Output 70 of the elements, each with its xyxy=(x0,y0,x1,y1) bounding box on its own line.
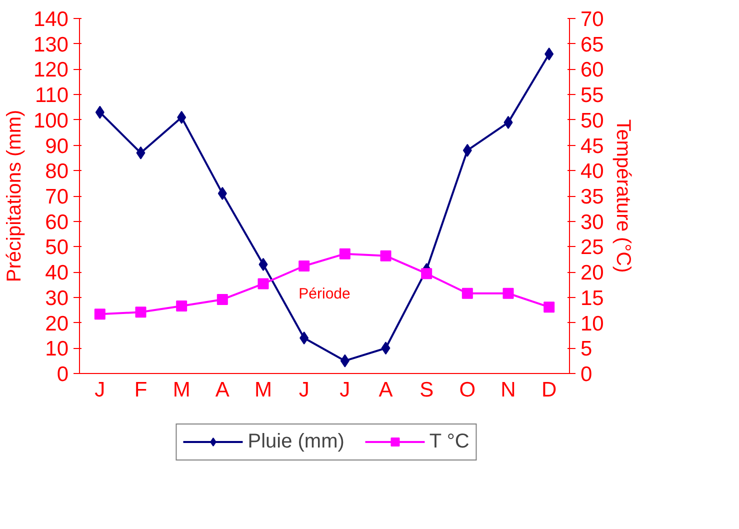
point xyxy=(380,250,392,262)
x-tick-label: N xyxy=(500,378,516,402)
x-tick-label: M xyxy=(172,378,190,402)
point xyxy=(421,268,432,280)
point xyxy=(544,302,555,313)
point xyxy=(462,288,473,299)
y2-tick-label: 35 xyxy=(580,186,604,208)
x-tick-label: A xyxy=(215,378,230,402)
y2-tick-label: 20 xyxy=(580,262,604,285)
y2-tick-label: 55 xyxy=(580,84,604,108)
point xyxy=(258,258,268,271)
y2-tick-label: 70 xyxy=(580,8,604,31)
y-tick-label: 120 xyxy=(33,58,69,82)
legend-label: T °C xyxy=(429,430,470,453)
point xyxy=(136,146,146,160)
x-tick-label: M xyxy=(254,378,272,402)
y-tick-label: 0 xyxy=(56,363,69,386)
y-tick-label: 130 xyxy=(33,33,69,56)
x-tick-label: A xyxy=(378,378,393,402)
x-tick-label: J xyxy=(94,378,106,402)
y-tick-label: 70 xyxy=(45,186,68,208)
point xyxy=(177,110,186,124)
point xyxy=(340,354,350,368)
y-tick-label: 90 xyxy=(45,134,68,158)
point xyxy=(544,48,554,60)
annotation: Période xyxy=(298,286,350,302)
y-tick-label: 50 xyxy=(45,236,68,260)
y-tick-label: 100 xyxy=(33,109,69,132)
y-tick-label: 110 xyxy=(35,84,69,108)
y-tick-label: 30 xyxy=(45,286,68,310)
point xyxy=(502,288,514,299)
y-axis-title: Précipitations (mm) xyxy=(3,110,26,282)
y2-tick-label: 15 xyxy=(580,286,604,310)
x-tick-label: D xyxy=(542,378,557,402)
x-tick-label: J xyxy=(298,378,310,402)
y2-tick-label: 50 xyxy=(580,109,604,132)
x-tick-label: O xyxy=(459,378,476,402)
point xyxy=(298,260,310,272)
y2-tick-label: 65 xyxy=(580,33,604,56)
y-tick-label: 140 xyxy=(33,8,69,31)
y2-tick-label: 30 xyxy=(580,210,604,234)
y2-tick-label: 60 xyxy=(580,58,604,82)
x-tick-label: J xyxy=(340,378,350,402)
point xyxy=(94,308,106,320)
point xyxy=(339,248,350,260)
y-tick-label: 10 xyxy=(45,338,68,361)
x-tick-label: S xyxy=(420,378,434,402)
point xyxy=(216,294,228,305)
point xyxy=(504,116,513,129)
y2-axis-title: Température (°C) xyxy=(612,119,634,273)
point xyxy=(176,300,188,312)
y-tick-label: 80 xyxy=(45,160,68,184)
y-tick-label: 60 xyxy=(45,210,68,234)
y-tick-label: 40 xyxy=(45,262,68,285)
legend-label: Pluie (mm) xyxy=(248,430,344,453)
y2-tick-label: 40 xyxy=(580,160,604,184)
y-tick-label: 20 xyxy=(45,312,68,336)
point xyxy=(218,186,227,200)
point xyxy=(381,342,390,355)
point xyxy=(95,106,104,119)
y2-tick-label: 0 xyxy=(580,363,592,386)
point xyxy=(258,278,269,290)
y2-tick-label: 10 xyxy=(580,312,604,336)
y2-tick-label: 45 xyxy=(580,134,604,158)
point xyxy=(300,332,309,344)
x-tick-label: F xyxy=(134,378,148,402)
point xyxy=(135,306,146,318)
y2-tick-label: 25 xyxy=(580,236,604,260)
point xyxy=(462,144,472,157)
y2-tick-label: 5 xyxy=(580,338,592,361)
